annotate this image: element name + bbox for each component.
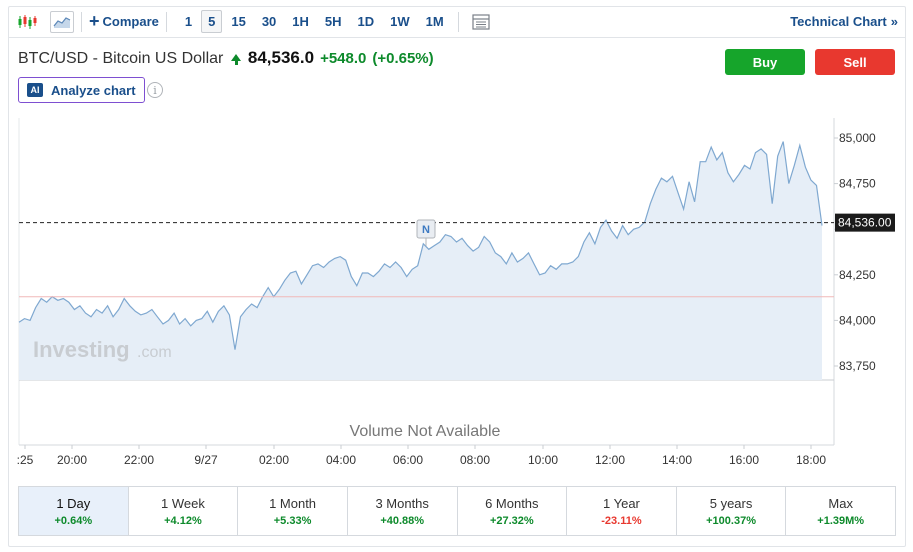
x-tick-label: 04:00 [326, 453, 356, 467]
candlestick-chart-icon[interactable] [14, 11, 40, 33]
period-change: +100.37% [706, 514, 756, 527]
x-tick-label: 08:00 [460, 453, 490, 467]
investing-watermark-suffix: .com [137, 344, 172, 361]
period-label: 6 Months [485, 495, 539, 511]
plus-icon: + [89, 11, 100, 31]
price-change-percent: (+0.65%) [372, 50, 434, 67]
technical-chart-label: Technical Chart [790, 14, 887, 29]
x-tick-label: 22:00 [124, 453, 154, 467]
x-tick-label: 9/27 [194, 453, 218, 467]
period-change: +4.12% [164, 514, 202, 527]
period-change: -23.11% [601, 514, 642, 527]
interval-5[interactable]: 5 [201, 10, 223, 33]
period-change: +0.64% [54, 514, 93, 527]
period-tab[interactable]: Max +1.39M% [786, 487, 895, 535]
y-tick-label: 84,000 [839, 313, 876, 327]
period-change: +27.32% [489, 514, 534, 527]
period-tab[interactable]: 3 Months +40.88% [348, 487, 458, 535]
ai-icon: AI [27, 83, 43, 97]
analyze-chart-button[interactable]: AI Analyze chart [18, 77, 145, 103]
period-label: 1 Week [161, 495, 205, 511]
period-tab[interactable]: 5 years +100.37% [677, 487, 787, 535]
y-tick-label: 84,750 [839, 177, 876, 191]
area-chart-icon[interactable] [50, 10, 74, 33]
last-price: 84,536.0 [247, 48, 315, 67]
buy-button[interactable]: Buy [725, 49, 805, 75]
last-price-tag-label: 84,536.00 [838, 216, 892, 230]
interval-15[interactable]: 15 [231, 14, 246, 29]
period-label: 5 years [709, 495, 753, 511]
period-tab[interactable]: 1 Day +0.64% [19, 487, 129, 535]
x-tick-label: 20:00 [57, 453, 87, 467]
period-label: Max [828, 495, 853, 511]
period-tab[interactable]: 1 Month +5.33% [238, 487, 348, 535]
news-marker[interactable] [416, 219, 436, 239]
double-chevron-right-icon: » [890, 14, 898, 29]
interval-1d[interactable]: 1D [357, 14, 375, 29]
period-label: 1 Month [269, 495, 317, 511]
y-tick-label: 83,750 [839, 359, 876, 373]
volume-unavailable-text: Volume Not Available [350, 423, 501, 440]
toolbar-divider [457, 11, 459, 32]
interval-5h[interactable]: 5H [324, 14, 342, 29]
price-change: +548.0 [320, 50, 367, 67]
table-view-icon[interactable] [468, 11, 494, 33]
technical-chart-link[interactable]: Technical Chart» [790, 14, 898, 29]
analyze-chart-label: Analyze chart [51, 82, 136, 98]
x-tick-label: 06:00 [393, 453, 423, 467]
period-change: +40.88% [380, 514, 425, 527]
interval-selector: 1 5 15 30 1H 5H 1D 1W 1M [178, 10, 451, 33]
x-tick-label: 16:00 [729, 453, 759, 467]
instrument-header: BTC/USD - Bitcoin US Dollar 84,536.0 +54… [18, 48, 434, 68]
x-tick-label: 14:00 [662, 453, 692, 467]
up-arrow-icon [231, 50, 242, 68]
x-tick-label: 18:00 [796, 453, 826, 467]
interval-1m[interactable]: 1M [425, 14, 444, 29]
toolbar-divider [81, 11, 82, 32]
investing-watermark: Investing [33, 337, 130, 362]
price-chart[interactable]: 85,000 84,750 84,250 84,000 83,750 84,536.00:… [0, 0, 913, 480]
period-tab[interactable]: 1 Week +4.12% [129, 487, 239, 535]
y-tick-label: 84,250 [839, 268, 876, 282]
period-label: 3 Months [375, 495, 429, 511]
period-label: 1 Day [56, 495, 91, 511]
performance-periods: 1 Day +0.64% 1 Week +4.12% 1 Month +5.33% 3 Mo… [18, 486, 896, 536]
x-tick-label: 10:00 [528, 453, 558, 467]
interval-1h[interactable]: 1H [292, 14, 309, 29]
x-tick-label: :25 [17, 453, 34, 467]
period-change: +1.39M% [817, 514, 865, 527]
y-tick-label: 85,000 [839, 131, 876, 145]
period-label: 1 Year [603, 495, 640, 511]
instrument-name: BTC/USD - Bitcoin US Dollar [18, 50, 224, 67]
interval-30[interactable]: 30 [261, 14, 277, 29]
toolbar-divider [165, 11, 167, 32]
period-change: +5.33% [273, 514, 312, 527]
compare-button[interactable]: + Compare [89, 11, 159, 31]
chart-toolbar: + Compare 1 5 15 30 1H 5H 1D 1W 1M Technical Cha… [8, 6, 906, 38]
last-price-tag [835, 213, 895, 232]
period-tab[interactable]: 6 Months +27.32% [458, 487, 568, 535]
x-tick-label: 12:00 [595, 453, 625, 467]
news-marker-label: N [422, 224, 430, 236]
info-icon[interactable]: i [147, 82, 163, 98]
price-line [18, 141, 823, 350]
interval-1[interactable]: 1 [184, 14, 193, 29]
period-tab[interactable]: 1 Year -23.11% [567, 487, 677, 535]
x-tick-label: 02:00 [259, 453, 289, 467]
sell-button[interactable]: Sell [815, 49, 895, 75]
price-area-fill [19, 141, 822, 380]
interval-1w[interactable]: 1W [390, 14, 410, 29]
compare-label: Compare [102, 14, 159, 29]
chart-widget-frame [8, 6, 906, 547]
